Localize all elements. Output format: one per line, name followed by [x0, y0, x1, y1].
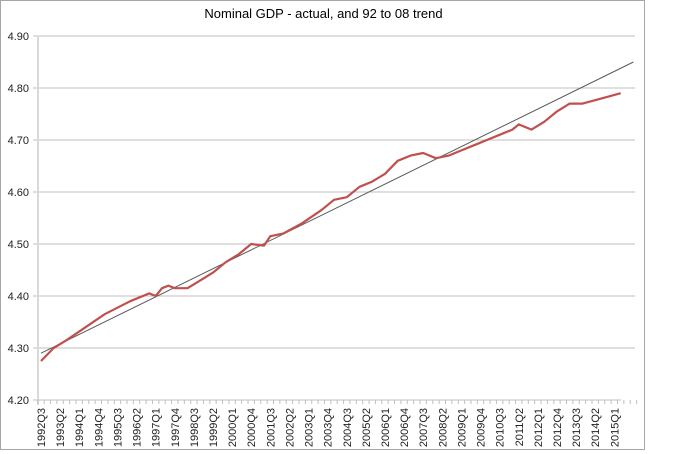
x-tick-label: 2012Q4 — [552, 408, 564, 447]
series-lines — [40, 61, 634, 362]
x-tick-label: 1994Q1 — [74, 408, 86, 447]
chart-title: Nominal GDP - actual, and 92 to 08 trend — [204, 6, 443, 21]
x-tick-label: 2009Q4 — [476, 408, 488, 447]
x-tick-label: 2009Q1 — [456, 408, 468, 447]
x-tick-label: 2013Q3 — [571, 408, 583, 447]
x-tick-label: 2000Q1 — [227, 408, 239, 447]
x-tick-label: 2015Q1 — [609, 408, 621, 447]
actual-gdp-line — [40, 92, 621, 362]
x-tick-label: 1997Q4 — [170, 408, 182, 447]
y-tick-label: 4.60 — [8, 187, 29, 199]
x-tick-label: 1993Q2 — [55, 408, 67, 447]
y-axis: 4.20 4.30 4.40 4.50 4.60 4.70 4.80 4.90 — [8, 31, 39, 407]
y-tick-label: 4.30 — [8, 343, 29, 355]
trend-line — [40, 61, 634, 354]
y-tick-label: 4.20 — [8, 395, 29, 407]
x-tick-label: 1997Q1 — [151, 408, 163, 447]
x-tick-label: 1999Q2 — [208, 408, 220, 447]
x-tick-label: 1996Q2 — [132, 408, 144, 447]
x-tick-label: 2002Q2 — [284, 408, 296, 447]
x-axis: 1992Q3 1993Q2 1994Q1 1994Q4 1995Q3 1996Q2 1997… — [36, 399, 638, 447]
x-tick-label: 1998Q3 — [189, 408, 201, 447]
x-tick-label: 2011Q2 — [514, 408, 526, 446]
x-tick-label: 2001Q3 — [265, 408, 277, 447]
y-tick-label: 4.70 — [8, 135, 29, 147]
x-tick-label: 1995Q3 — [112, 408, 124, 447]
x-tick-label: 1992Q3 — [36, 408, 48, 447]
x-tick-label: 2006Q4 — [399, 408, 411, 447]
chart-frame: Nominal GDP - actual, and 92 to 08 trend — [0, 0, 645, 450]
x-tick-label: 2005Q2 — [361, 408, 373, 447]
x-tick-label: 2012Q1 — [533, 408, 545, 447]
x-tick-label: 2003Q4 — [323, 408, 335, 447]
x-tick-label: 2004Q3 — [342, 408, 354, 447]
x-tick-label: 2007Q3 — [418, 408, 430, 447]
x-tick-label: 2008Q2 — [437, 408, 449, 447]
x-tick-label: 2010Q3 — [495, 408, 507, 447]
y-tick-label: 4.40 — [8, 291, 29, 303]
y-tick-label: 4.50 — [8, 239, 29, 251]
x-tick-label: 2003Q1 — [304, 408, 316, 447]
y-tick-label: 4.90 — [8, 31, 29, 43]
x-tick-label: 2000Q4 — [246, 408, 258, 447]
gridlines — [38, 35, 635, 349]
x-tick-label: 2014Q2 — [590, 408, 602, 447]
x-tick-label: 2006Q1 — [380, 408, 392, 447]
y-tick-label: 4.80 — [8, 83, 29, 95]
x-tick-label: 1994Q4 — [93, 408, 105, 447]
